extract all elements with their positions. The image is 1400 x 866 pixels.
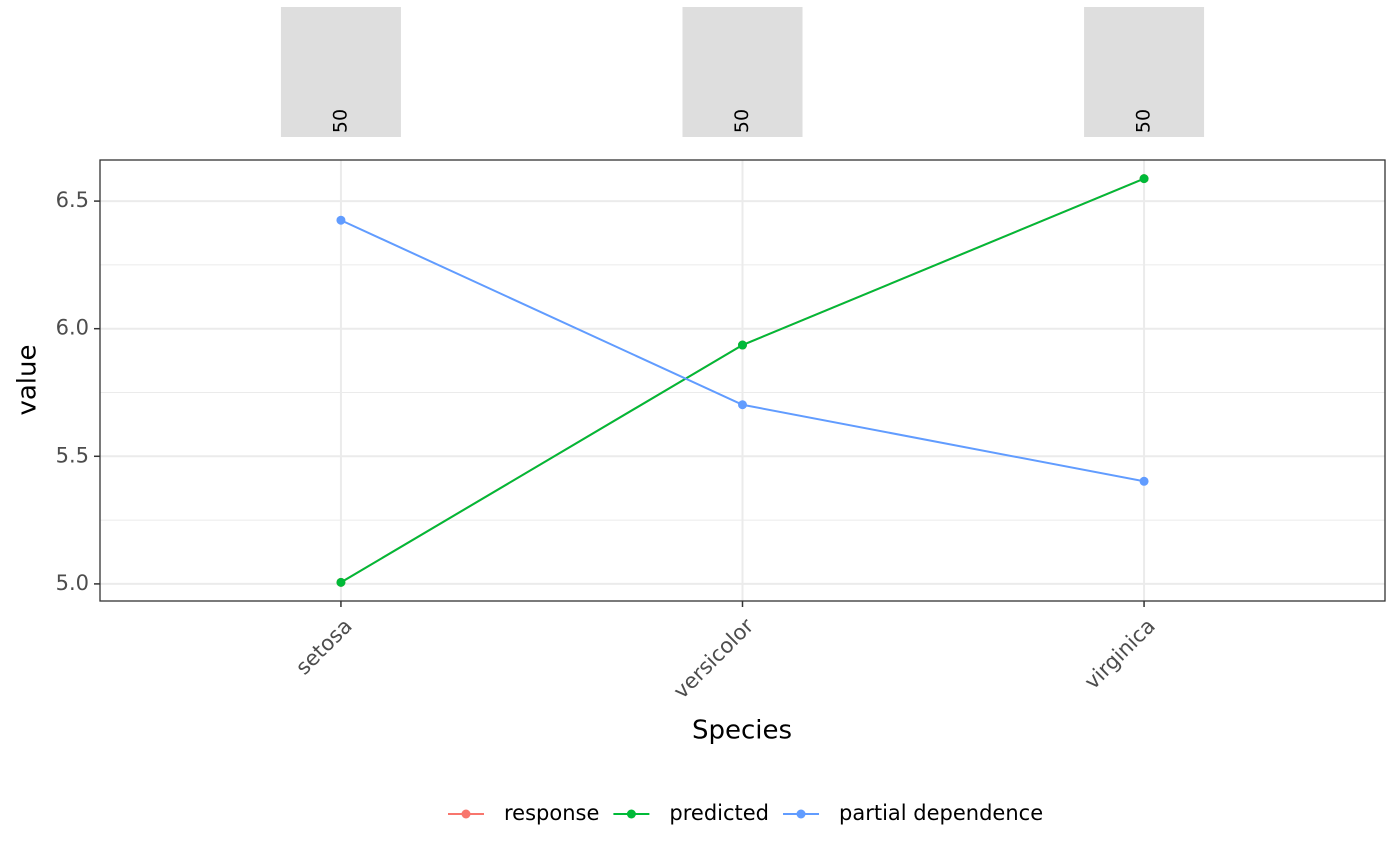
count-bar [280, 7, 401, 137]
count-label: 50 [731, 109, 753, 133]
series-point [738, 400, 747, 410]
panel-border [99, 159, 1386, 602]
series-point [336, 215, 346, 225]
count-bar [682, 7, 803, 137]
x-tick-label: setosa [291, 614, 357, 680]
x-tick-label: virginica [1080, 614, 1160, 694]
count-label: 50 [1133, 109, 1155, 133]
series-point [1139, 174, 1149, 184]
y-tick-label: 6.5 [56, 188, 89, 212]
series-point [1139, 476, 1149, 486]
legend-key-point [796, 809, 806, 819]
series-point [738, 340, 747, 350]
series-point [336, 577, 346, 587]
legend-label: partial dependence [839, 801, 1043, 825]
y-tick-label: 5.5 [56, 443, 89, 467]
y-tick-label: 5.0 [56, 571, 89, 595]
legend-key-point [461, 809, 471, 819]
legend: response predicted partial dependence [448, 801, 1043, 825]
y-axis-title: value [13, 344, 43, 415]
x-tick-label: versicolor [669, 614, 759, 704]
legend-label: response [504, 801, 599, 825]
x-axis-title: Species [692, 716, 792, 746]
count-label: 50 [329, 109, 351, 133]
count-bar [1084, 7, 1205, 137]
legend-label: predicted [669, 801, 769, 825]
legend-key-point [626, 809, 636, 819]
y-tick-label: 6.0 [56, 316, 89, 340]
